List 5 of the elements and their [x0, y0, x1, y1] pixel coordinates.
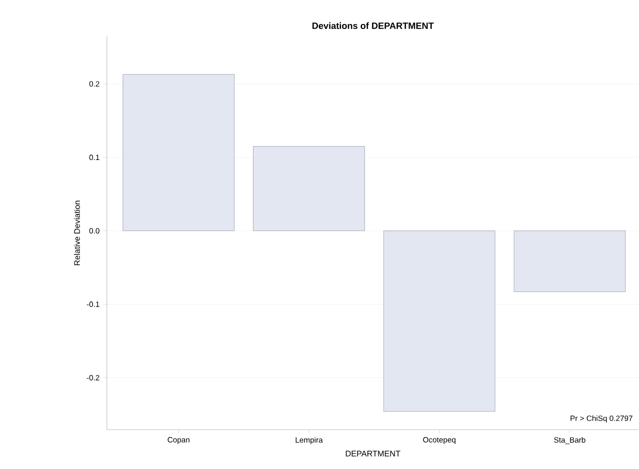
chart-title: Deviations of DEPARTMENT — [312, 22, 434, 29]
x-axis-title: DEPARTMENT — [346, 450, 400, 456]
bar — [514, 230, 626, 292]
y-axis-title: Relative Deviation — [74, 200, 80, 265]
bar — [253, 146, 365, 231]
